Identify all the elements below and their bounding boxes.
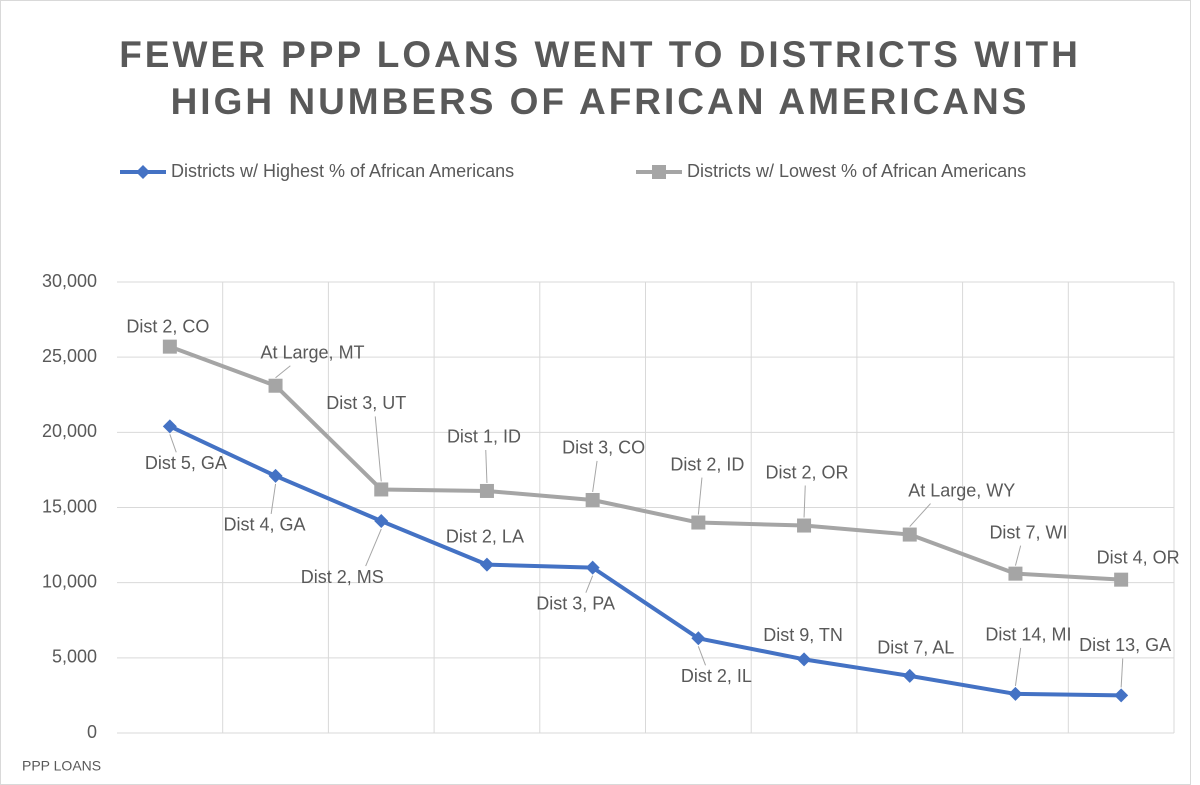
leader-line: [803, 485, 806, 518]
leader-line: [485, 449, 488, 483]
point: [1008, 686, 1023, 701]
point: [1008, 566, 1023, 581]
point-label: At Large, MT: [261, 342, 365, 362]
y-tick-label: 25,000: [42, 346, 97, 366]
point: [902, 668, 917, 683]
chart-title: HIGH NUMBERS OF AFRICAN AMERICANS: [171, 81, 1030, 122]
point-label: Dist 3, UT: [326, 393, 406, 413]
point: [268, 468, 283, 483]
point-label: Dist 2, MS: [301, 567, 384, 587]
y-axis-label: PPP LOANS: [22, 758, 101, 774]
point: [374, 482, 389, 497]
point-label: Dist 2, OR: [766, 462, 849, 482]
point: [162, 339, 177, 354]
point: [1114, 688, 1129, 703]
series-line: [169, 424, 1122, 698]
point-label: Dist 2, ID: [670, 454, 744, 474]
point: [268, 378, 283, 393]
legend-label: Districts w/ Lowest % of African America…: [687, 161, 1026, 181]
leader-line: [374, 416, 382, 482]
leader-line: [365, 528, 382, 567]
legend-marker: [652, 165, 666, 179]
point-label: Dist 7, AL: [877, 638, 954, 658]
leader-line: [697, 477, 703, 515]
point-label: Dist 2, CO: [126, 316, 209, 336]
point-label: Dist 3, CO: [562, 438, 645, 458]
y-tick-label: 5,000: [52, 647, 97, 667]
point: [691, 515, 706, 530]
point-label: Dist 4, GA: [224, 515, 306, 535]
leader-line: [275, 365, 291, 379]
point-label: At Large, WY: [908, 480, 1015, 500]
point-label: Dist 5, GA: [145, 453, 227, 473]
point-label: Dist 4, OR: [1097, 547, 1180, 567]
point-label: Dist 1, ID: [447, 427, 521, 447]
leader-line: [697, 646, 707, 666]
point-label: Dist 13, GA: [1079, 635, 1171, 655]
y-tick-label: 10,000: [42, 571, 97, 591]
point-label: Dist 3, PA: [536, 593, 615, 613]
leader-line: [909, 503, 931, 527]
leader-line: [1014, 647, 1022, 686]
point: [374, 514, 389, 529]
point: [797, 652, 812, 667]
point: [902, 527, 917, 542]
y-tick-label: 15,000: [42, 496, 97, 516]
point: [691, 631, 706, 646]
point-label: Dist 2, LA: [446, 526, 524, 546]
leader-line: [270, 483, 277, 515]
point-label: Dist 2, IL: [681, 666, 752, 686]
leader-line: [169, 434, 177, 453]
leader-line: [592, 460, 598, 493]
y-tick-label: 0: [87, 722, 97, 742]
series-line: [169, 344, 1122, 582]
point: [585, 560, 600, 575]
leader-line: [1120, 658, 1124, 688]
point: [797, 518, 812, 533]
legend-label: Districts w/ Highest % of African Americ…: [171, 161, 514, 181]
point: [479, 483, 494, 498]
point: [162, 419, 177, 434]
point: [1114, 572, 1129, 587]
y-tick-label: 20,000: [42, 421, 97, 441]
legend-marker: [136, 165, 150, 179]
chart-title: FEWER PPP LOANS WENT TO DISTRICTS WITH: [119, 34, 1081, 75]
point: [479, 557, 494, 572]
leader-line: [585, 575, 594, 593]
point: [585, 492, 600, 507]
point-label: Dist 14, MI: [985, 625, 1071, 645]
y-tick-label: 30,000: [42, 271, 97, 291]
leader-line: [1014, 545, 1022, 566]
point-label: Dist 7, WI: [989, 522, 1067, 542]
point-label: Dist 9, TN: [763, 625, 843, 645]
